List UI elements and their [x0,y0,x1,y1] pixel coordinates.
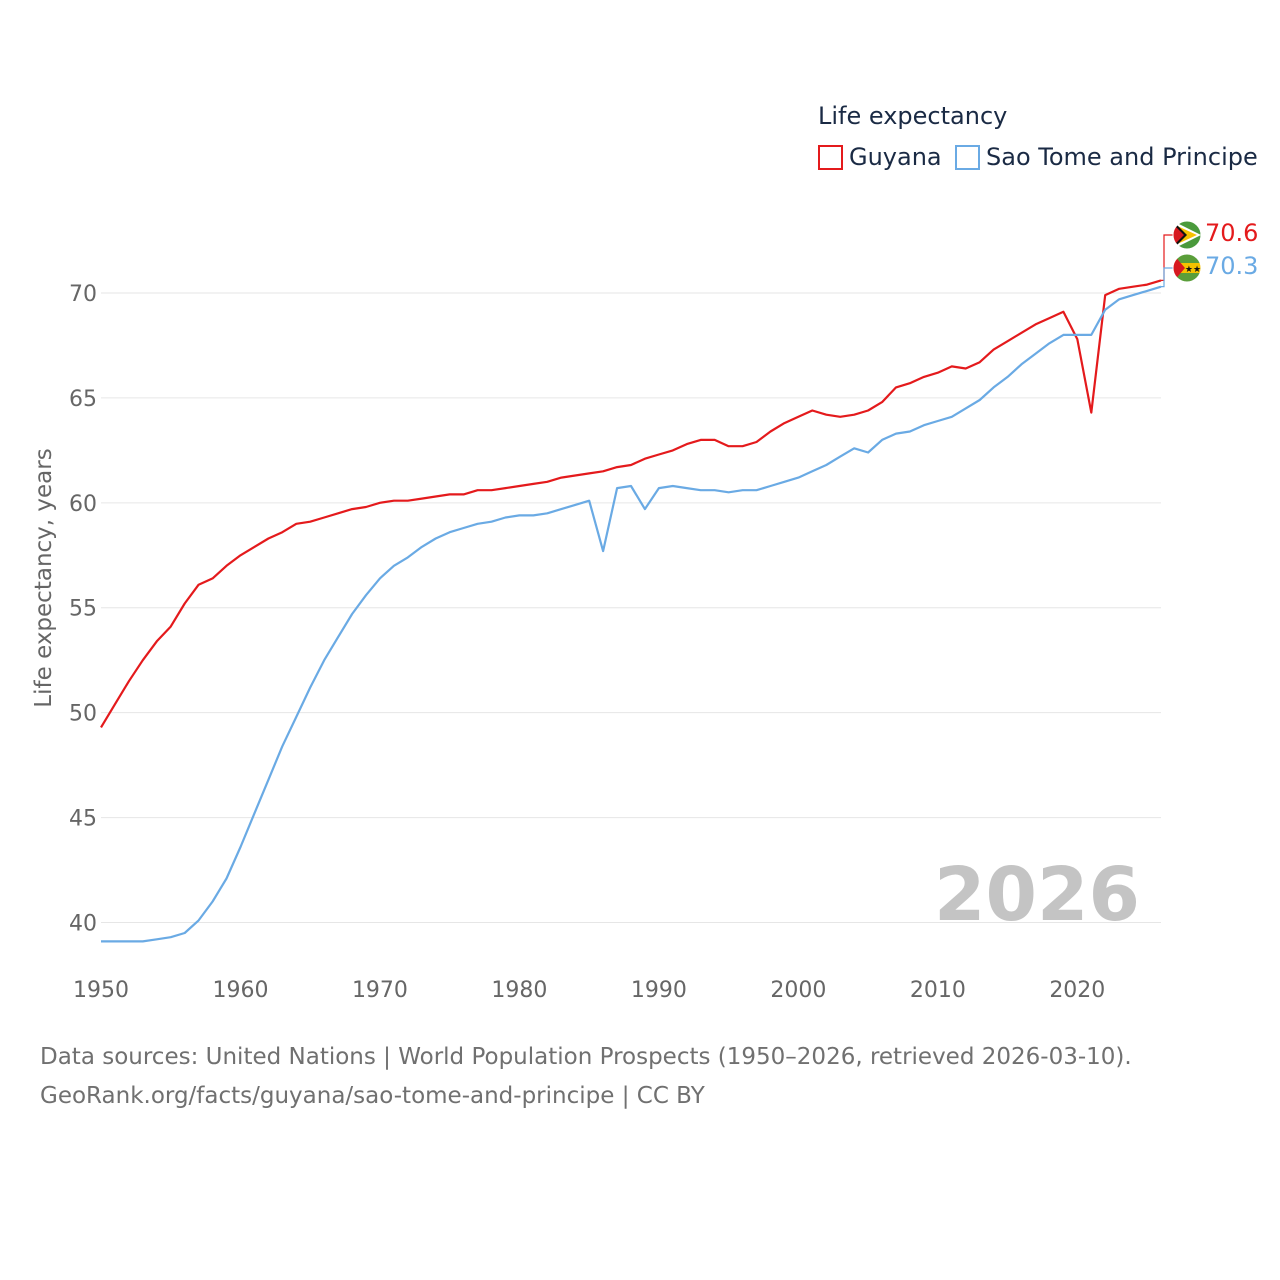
x-tick-label: 2020 [1049,978,1105,1003]
x-tick-label: 1980 [491,978,547,1003]
x-tick-label: 1970 [352,978,408,1003]
x-axis-ticks: 1950 1960 1970 1980 1990 2000 2010 2020 [73,978,1105,1003]
y-tick-label: 50 [69,702,97,727]
data-sources: Data sources: United Nations | World Pop… [40,1044,1132,1070]
year-watermark: 2026 [934,852,1140,938]
y-axis-ticks: 40 45 50 55 60 65 70 [69,282,97,937]
svg-text:★★: ★★ [1185,265,1201,275]
legend-swatch-guyana[interactable] [818,145,843,170]
series-line-guyana[interactable] [100,279,1162,728]
guyana-flag-icon [1172,220,1202,250]
end-labels: 70.6 ★★ 70.3 [1161,219,1258,288]
series-line-sao-tome[interactable] [101,285,1162,943]
legend-title: Life expectancy [818,102,1007,130]
legend-label-guyana[interactable]: Guyana [849,143,942,171]
legend-label-sao-tome[interactable]: Sao Tome and Principe [986,143,1258,171]
y-tick-label: 65 [69,387,97,412]
grid-lines [101,292,1161,924]
y-tick-label: 70 [69,282,97,307]
end-value-label: 70.6 [1205,219,1258,247]
x-tick-label: 1990 [631,978,687,1003]
source-url[interactable]: GeoRank.org/facts/guyana/sao-tome-and-pr… [40,1083,705,1109]
legend-swatch-sao-tome[interactable] [955,145,980,170]
sao-tome-flag-icon: ★★ [1172,253,1202,283]
line-chart: 40 45 50 55 60 65 70 1950 1960 1970 1980 1990 2000 2… [31,102,1258,1003]
y-tick-label: 55 [69,597,97,622]
series-lines [100,279,1162,943]
y-axis-label: Life expectancy, years [31,448,57,707]
end-connector [1161,234,1173,281]
x-tick-label: 2010 [910,978,966,1003]
x-tick-label: 2000 [770,978,826,1003]
y-tick-label: 40 [69,912,97,937]
end-value-label: 70.3 [1205,252,1258,280]
y-tick-label: 60 [69,492,97,517]
y-tick-label: 45 [69,807,97,832]
end-connector [1161,267,1173,288]
legend: Life expectancy Guyana Sao Tome and Prin… [818,102,1258,171]
x-tick-label: 1950 [73,978,129,1003]
x-tick-label: 1960 [212,978,268,1003]
